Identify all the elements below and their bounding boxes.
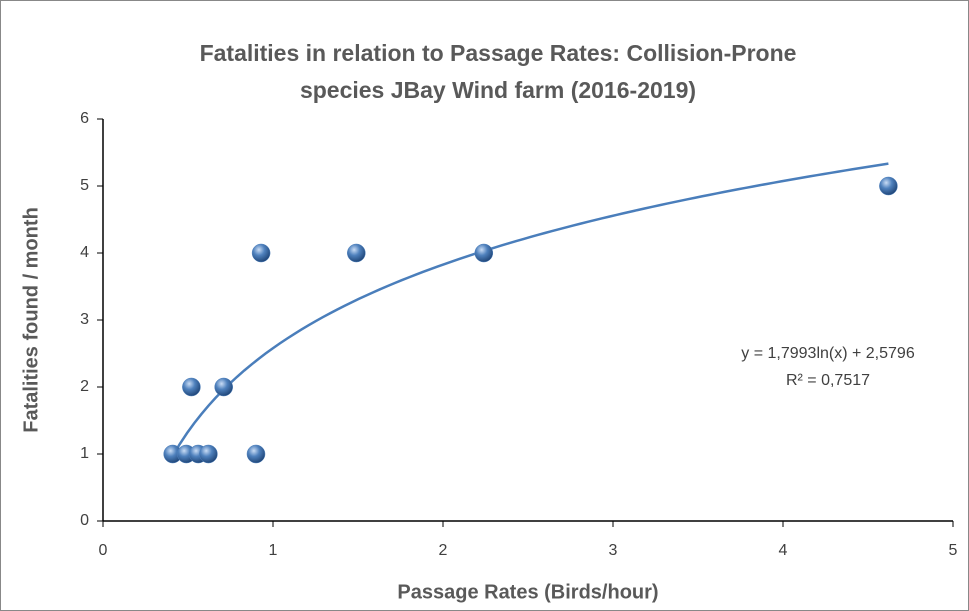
data-point: [347, 243, 366, 263]
y-tick-label: 1: [80, 445, 89, 462]
y-axis-title: Fatalities found / month: [20, 207, 42, 433]
y-tick-label: 4: [80, 244, 89, 261]
data-point: [182, 377, 201, 397]
chart-title: Fatalities in relation to Passage Rates:…: [200, 40, 797, 66]
data-point: [474, 243, 494, 263]
data-point: [251, 243, 271, 263]
chart-title: species JBay Wind farm (2016-2019): [300, 77, 696, 103]
x-axis-title: Passage Rates (Birds/hour): [397, 581, 658, 603]
x-tick-label: 5: [949, 542, 958, 559]
data-point: [199, 444, 218, 464]
x-tick-label: 2: [439, 542, 448, 559]
x-tick-label: 3: [609, 542, 618, 559]
y-tick-label: 6: [80, 110, 89, 127]
trendline-equation: y = 1,7993ln(x) + 2,5796: [741, 345, 915, 362]
data-point: [246, 444, 266, 464]
y-tick-label: 5: [80, 177, 89, 194]
x-tick-label: 4: [779, 542, 788, 559]
y-tick-label: 2: [80, 378, 89, 395]
y-tick-label: 0: [80, 512, 89, 529]
trendline: [171, 162, 889, 457]
trendline-r2: R² = 0,7517: [786, 372, 870, 389]
x-tick-label: 1: [269, 542, 278, 559]
y-tick-label: 3: [80, 311, 89, 328]
data-point: [879, 176, 898, 196]
data-point: [214, 377, 233, 397]
x-tick-label: 0: [99, 542, 108, 559]
